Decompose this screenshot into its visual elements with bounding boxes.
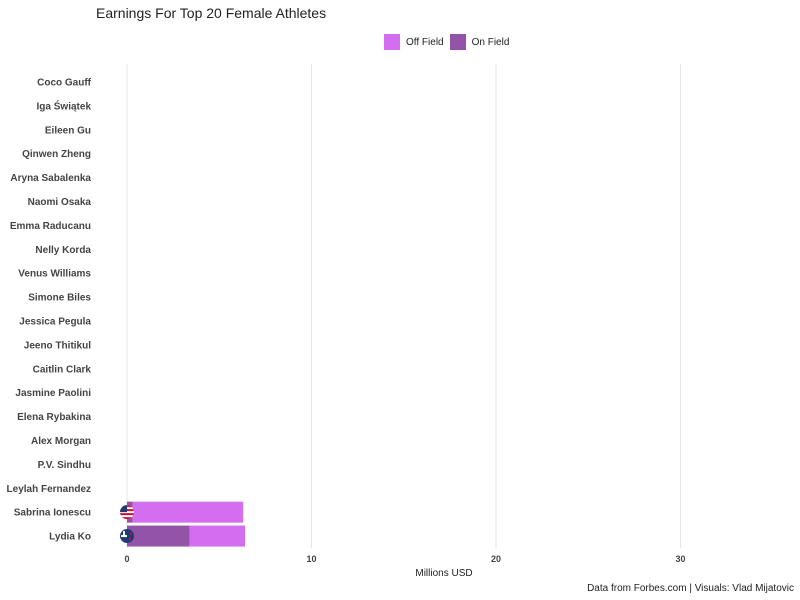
x-tick-label: 0 — [124, 554, 129, 564]
x-tick-label: 30 — [675, 554, 685, 564]
bar-off-field-lydia-ko — [189, 525, 246, 547]
x-tick-label: 10 — [306, 554, 316, 564]
legend-swatch-off-field — [384, 34, 400, 50]
category-label: Naomi Osaka — [28, 197, 92, 208]
category-label: Sabrina Ionescu — [14, 508, 91, 519]
category-label: Caitlin Clark — [33, 364, 92, 375]
legend-item-on-field: On Field — [449, 34, 510, 50]
source-caption: Data from Forbes.com | Visuals: Vlad Mij… — [587, 583, 794, 594]
category-label: Jessica Pegula — [19, 316, 91, 327]
category-label: Jeeno Thitikul — [24, 340, 91, 351]
category-label: Iga Świątek — [37, 99, 92, 112]
x-tick-label: 20 — [491, 554, 501, 564]
category-label: Lydia Ko — [49, 532, 91, 543]
legend: Off Field On Field — [384, 34, 515, 50]
bar-off-field-sabrina-ionescu — [132, 501, 244, 523]
category-label: Eileen Gu — [45, 125, 91, 136]
category-label: Leylah Fernandez — [7, 484, 91, 495]
legend-label-on-field: On Field — [471, 36, 510, 48]
chart-title: Earnings For Top 20 Female Athletes — [96, 5, 327, 21]
category-label: Alex Morgan — [31, 436, 91, 447]
category-label: Jasmine Paolini — [15, 388, 91, 399]
nz-flag-icon — [120, 529, 134, 544]
x-axis-title: Millions USD — [415, 568, 472, 579]
category-label: Emma Raducanu — [10, 221, 91, 232]
legend-item-off-field: Off Field — [384, 34, 444, 50]
category-label: Venus Williams — [18, 269, 91, 280]
legend-swatch-on-field — [449, 34, 466, 50]
bar-on-field-lydia-ko — [127, 525, 190, 547]
category-label: Simone Biles — [28, 293, 91, 304]
legend-label-off-field: Off Field — [406, 36, 444, 48]
category-label: Nelly Korda — [35, 245, 91, 256]
category-label: Qinwen Zheng — [22, 149, 91, 160]
category-label: P.V. Sindhu — [38, 460, 91, 471]
category-label: Coco Gauff — [37, 77, 92, 88]
us-flag-icon — [120, 505, 134, 520]
category-label: Elena Rybakina — [17, 412, 91, 423]
category-label: Aryna Sabalenka — [10, 173, 91, 184]
